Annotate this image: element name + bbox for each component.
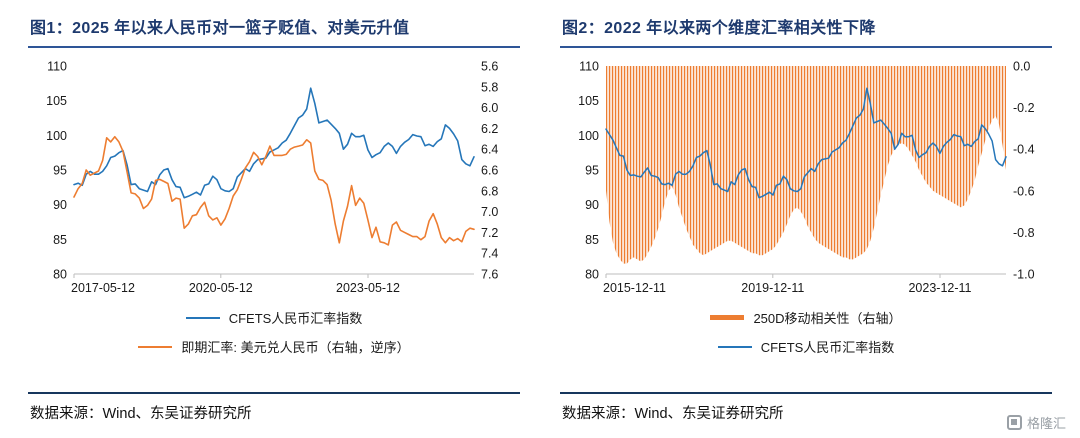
- svg-text:105: 105: [46, 94, 67, 108]
- figure-1-chart: 110 105 100 95 90 85 80 5.6 5.8 6.0 6.2 6.4 6.6 6.8 7.…: [46, 60, 498, 296]
- figure-2-source-text: 数据来源：Wind、东吴证券研究所: [562, 406, 784, 422]
- svg-text:100: 100: [46, 129, 67, 143]
- svg-text:0.0: 0.0: [1013, 60, 1030, 74]
- legend-item-cfets-index-2: CFETS人民币汇率指数: [717, 337, 895, 356]
- svg-text:6.0: 6.0: [481, 101, 498, 115]
- legend-label-cfets-index: CFETS人民币汇率指数: [228, 311, 363, 326]
- svg-text:90: 90: [53, 198, 67, 212]
- svg-text:95: 95: [53, 164, 67, 178]
- svg-text:2015-12-11: 2015-12-11: [603, 281, 666, 295]
- svg-text:6.6: 6.6: [481, 164, 498, 178]
- panel-figure-2: 图2：2022 年以来两个维度汇率相关性下降 110 105 100 95 90 85 80…: [560, 8, 1052, 423]
- svg-text:6.8: 6.8: [481, 184, 498, 198]
- figure-1-source: 数据来源：Wind、东吴证券研究所: [28, 392, 520, 423]
- svg-text:-1.0: -1.0: [1013, 268, 1035, 282]
- svg-text:5.8: 5.8: [481, 80, 498, 94]
- svg-text:-0.4: -0.4: [1013, 143, 1035, 157]
- svg-text:7.2: 7.2: [481, 226, 498, 240]
- legend-item-correlation: 250D移动相关性（右轴）: [710, 308, 902, 327]
- svg-text:90: 90: [585, 198, 599, 212]
- svg-text:2017-05-12: 2017-05-12: [71, 281, 135, 295]
- gelonghui-watermark: 格隆汇: [1006, 413, 1066, 432]
- spot-rate-line-swatch-icon: [138, 345, 173, 348]
- svg-text:6.2: 6.2: [481, 122, 498, 136]
- svg-text:2023-05-12: 2023-05-12: [336, 281, 400, 295]
- svg-text:2019-12-11: 2019-12-11: [741, 281, 804, 295]
- svg-text:85: 85: [53, 233, 67, 247]
- svg-text:105: 105: [578, 94, 599, 108]
- svg-text:100: 100: [578, 129, 599, 143]
- svg-text:5.6: 5.6: [481, 60, 498, 74]
- svg-text:-0.8: -0.8: [1013, 226, 1035, 240]
- cfets-line-swatch-icon: [185, 316, 220, 319]
- figure-1-source-text: 数据来源：Wind、东吴证券研究所: [30, 406, 252, 422]
- svg-text:2020-05-12: 2020-05-12: [189, 281, 253, 295]
- svg-text:7.6: 7.6: [481, 268, 498, 282]
- svg-text:-0.6: -0.6: [1013, 184, 1035, 198]
- figure-2-legend: 250D移动相关性（右轴） CFETS人民币汇率指数: [560, 308, 1052, 356]
- cfets-line-swatch-icon-2: [717, 345, 752, 348]
- legend-item-spot-rate: 即期汇率: 美元兑人民币（右轴，逆序）: [138, 337, 410, 356]
- svg-text:110: 110: [47, 60, 67, 74]
- svg-text:7.0: 7.0: [481, 205, 498, 219]
- gelonghui-logo-icon: [1006, 415, 1022, 430]
- legend-item-cfets-index: CFETS人民币汇率指数: [185, 308, 363, 327]
- figure-1-legend: CFETS人民币汇率指数 即期汇率: 美元兑人民币（右轴，逆序）: [28, 308, 520, 356]
- legend-label-cfets-index-2: CFETS人民币汇率指数: [760, 340, 895, 355]
- figure-2-source: 数据来源：Wind、东吴证券研究所: [560, 392, 1052, 423]
- svg-text:2023-12-11: 2023-12-11: [908, 281, 971, 295]
- svg-text:95: 95: [585, 164, 599, 178]
- svg-text:80: 80: [53, 268, 67, 282]
- svg-text:7.4: 7.4: [481, 247, 498, 261]
- figure-1-title: 图1：2025 年以来人民币对一篮子贬值、对美元升值: [28, 8, 520, 48]
- svg-text:85: 85: [585, 233, 599, 247]
- correlation-area-swatch-icon: [710, 315, 745, 320]
- figure-2-chart: 110 105 100 95 90 85 80 0.0 -0.2 -0.4 -0.6 -0.8 -1.0…: [578, 60, 1035, 296]
- panel-figure-1: 图1：2025 年以来人民币对一篮子贬值、对美元升值 110 105 100 95 90…: [28, 8, 520, 423]
- legend-label-spot-rate: 即期汇率: 美元兑人民币（右轴，逆序）: [181, 340, 410, 355]
- svg-text:6.4: 6.4: [481, 143, 498, 157]
- svg-text:80: 80: [585, 268, 599, 282]
- svg-text:-0.2: -0.2: [1013, 101, 1035, 115]
- svg-text:110: 110: [579, 60, 599, 74]
- legend-label-correlation: 250D移动相关性（右轴）: [753, 311, 902, 326]
- gelonghui-logo-text: 格隆汇: [1026, 416, 1066, 431]
- figure-2-title: 图2：2022 年以来两个维度汇率相关性下降: [560, 8, 1052, 48]
